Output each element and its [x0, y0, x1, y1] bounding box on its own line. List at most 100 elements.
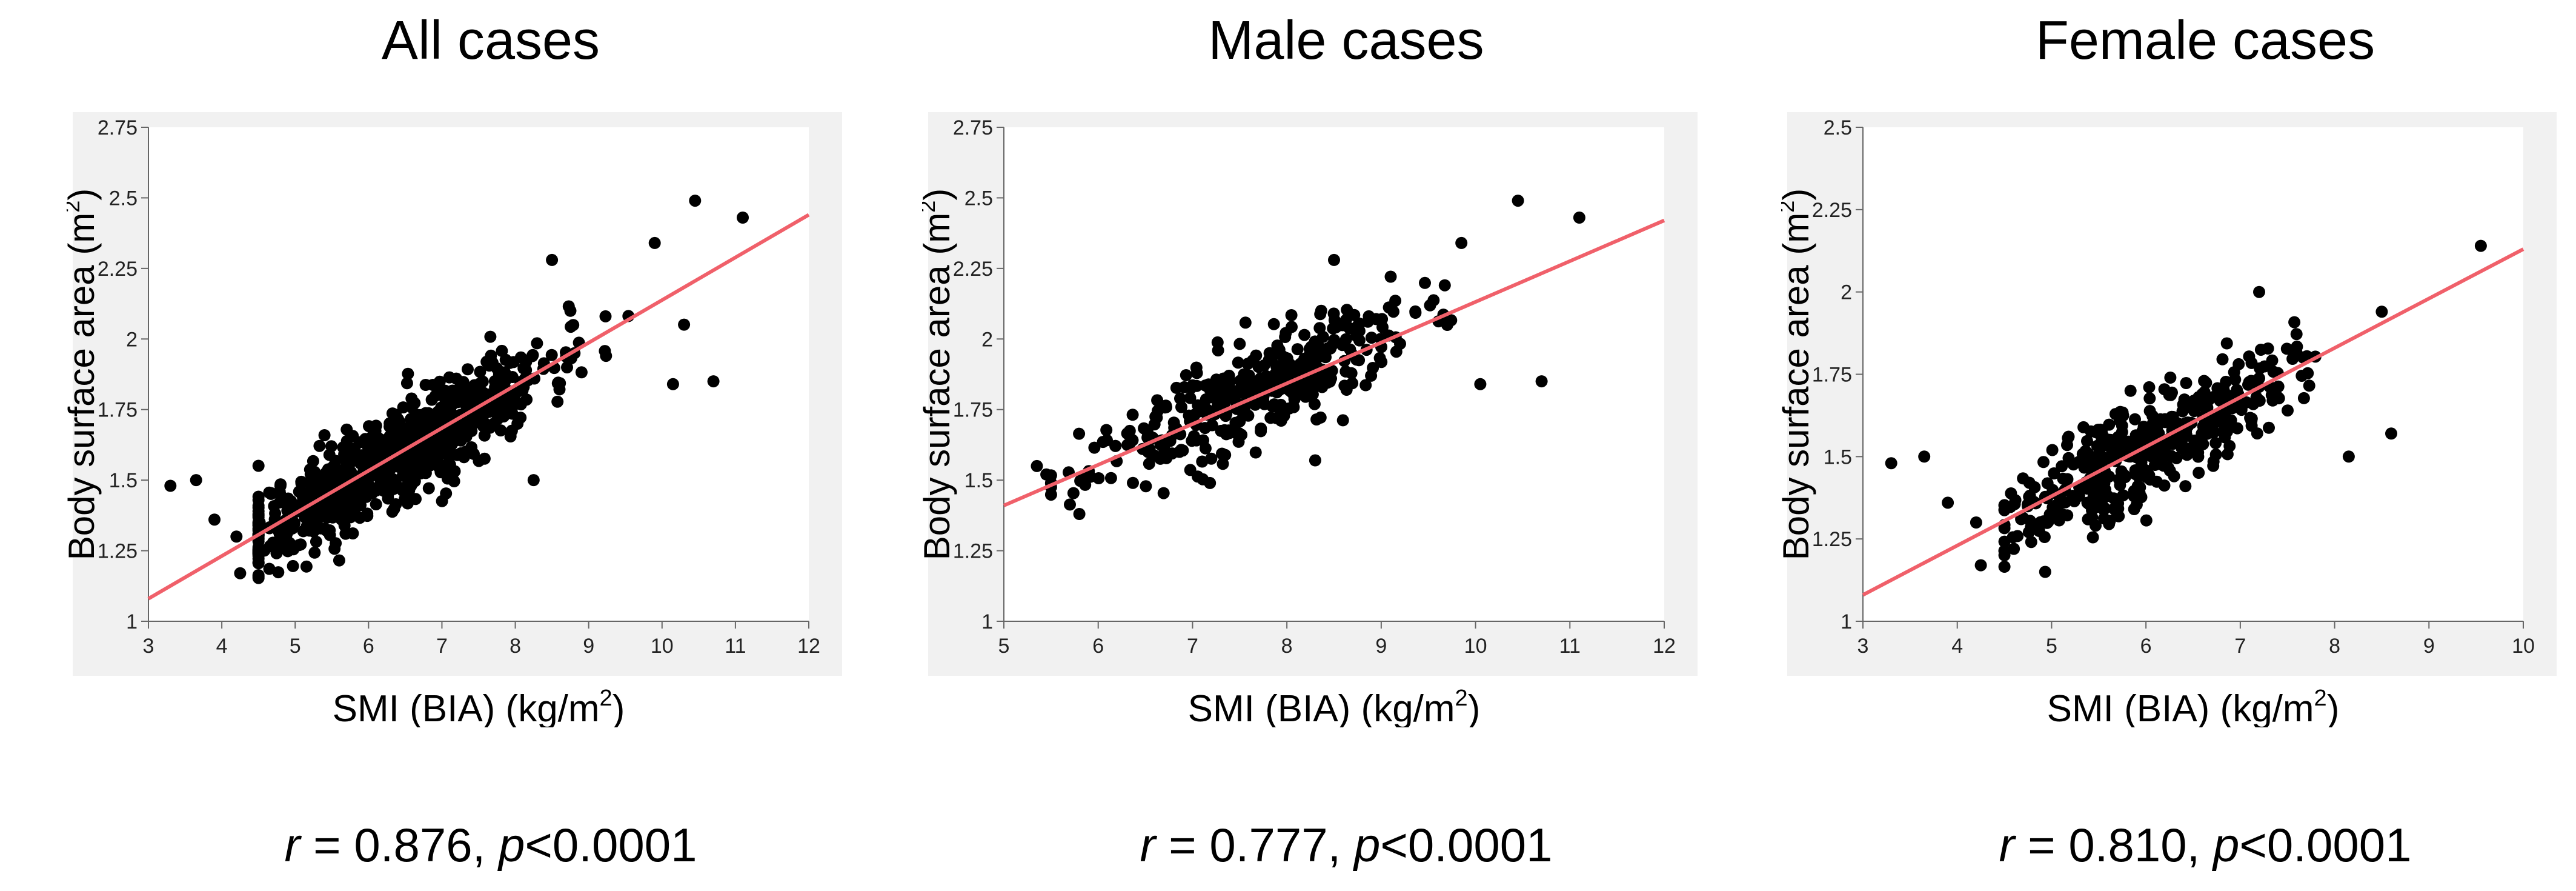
x-tick-label: 10: [1464, 635, 1487, 658]
data-point: [1278, 410, 1290, 422]
data-point: [1249, 446, 1262, 459]
data-point: [401, 497, 414, 510]
data-point: [531, 337, 543, 350]
scatter-plot-female: 1 1.25 1.5 1.75 2 2.25 2.5 3 4 5 6 7 8 9 10 SMI (BIA) (…: [1781, 112, 2557, 727]
data-point: [1970, 516, 1982, 529]
x-tick-label: 7: [2234, 635, 2246, 658]
data-point: [2267, 365, 2280, 378]
data-point: [575, 366, 588, 379]
data-point: [2253, 372, 2265, 385]
y-tick-label: 2.5: [1824, 116, 1852, 139]
data-point: [2004, 501, 2017, 513]
data-point: [2113, 414, 2126, 427]
data-point: [273, 525, 285, 538]
data-point: [411, 422, 424, 435]
data-point: [1067, 487, 1080, 499]
data-point: [325, 440, 337, 453]
data-point: [2037, 456, 2050, 469]
y-tick-label: 1.5: [964, 469, 993, 492]
y-tick-label: 1.25: [98, 540, 138, 563]
data-point: [2254, 344, 2267, 356]
data-point: [461, 395, 474, 408]
data-point: [270, 547, 283, 559]
data-point: [2263, 421, 2275, 434]
data-point: [561, 361, 573, 374]
y-tick-label: 1.25: [1812, 528, 1852, 551]
x-tick-label: 7: [1187, 635, 1198, 658]
data-point: [2232, 358, 2245, 370]
data-point: [387, 482, 400, 495]
data-point: [358, 478, 371, 491]
data-point: [445, 432, 457, 445]
data-point: [386, 506, 399, 518]
plot-area: [1863, 127, 2523, 621]
data-point: [1239, 316, 1252, 329]
data-point: [510, 387, 522, 399]
data-point: [2303, 379, 2315, 392]
data-point: [1196, 455, 1209, 468]
data-point: [2212, 415, 2225, 428]
data-point: [2103, 515, 2116, 527]
data-point: [1149, 410, 1162, 423]
x-tick-label: 11: [1559, 635, 1581, 658]
data-point: [2118, 469, 2131, 481]
data-point: [2200, 376, 2213, 389]
data-point: [1204, 476, 1217, 489]
data-point: [405, 413, 417, 425]
data-point: [2017, 512, 2030, 524]
data-point: [425, 393, 438, 406]
data-point: [287, 559, 299, 572]
data-point: [353, 436, 366, 449]
data-point: [265, 487, 277, 500]
data-point: [1205, 452, 1218, 465]
data-point: [2094, 437, 2107, 450]
data-point: [2159, 413, 2171, 425]
y-tick-label: 2.25: [953, 258, 993, 281]
data-point: [2282, 404, 2294, 417]
data-point: [1441, 319, 1453, 331]
data-point: [2253, 285, 2265, 298]
data-point: [329, 455, 342, 467]
data-point: [1212, 398, 1224, 411]
data-point: [2041, 477, 2054, 490]
data-point: [2028, 481, 2041, 493]
data-point: [2081, 435, 2093, 447]
x-tick-label: 5: [998, 635, 1010, 658]
data-point: [2061, 439, 2073, 452]
data-point: [499, 376, 511, 389]
data-point: [526, 350, 539, 362]
data-point: [1339, 333, 1352, 345]
data-point: [1232, 356, 1244, 369]
data-point: [2231, 422, 2243, 435]
data-point: [599, 310, 612, 322]
data-point: [208, 513, 221, 526]
data-point: [1186, 435, 1198, 447]
data-point: [2229, 373, 2242, 386]
data-point: [1376, 321, 1389, 333]
data-point: [553, 383, 566, 396]
x-axis-label-text: SMI (BIA) (kg/m: [1188, 688, 1455, 727]
data-point: [370, 498, 382, 510]
data-point: [1370, 313, 1383, 325]
data-point: [385, 430, 397, 442]
y-tick-label: 1: [126, 610, 138, 633]
data-point: [1151, 394, 1164, 407]
data-point: [382, 492, 394, 505]
data-point: [2130, 498, 2143, 511]
data-point: [1174, 392, 1186, 405]
y-tick-label: 2: [1841, 281, 1852, 304]
data-point: [1438, 279, 1451, 292]
data-point: [405, 465, 418, 478]
data-point: [366, 487, 379, 500]
data-point: [1339, 365, 1352, 378]
data-point: [402, 367, 414, 380]
y-axis-label-end: ): [922, 189, 957, 201]
data-point: [1264, 412, 1277, 424]
x-tick-label: 6: [363, 635, 374, 658]
data-point: [2265, 389, 2278, 401]
data-point: [1073, 427, 1086, 440]
x-tick-label: 11: [725, 635, 746, 658]
y-tick-label: 1: [1841, 610, 1852, 633]
data-point: [2385, 427, 2397, 440]
data-point: [234, 567, 247, 579]
